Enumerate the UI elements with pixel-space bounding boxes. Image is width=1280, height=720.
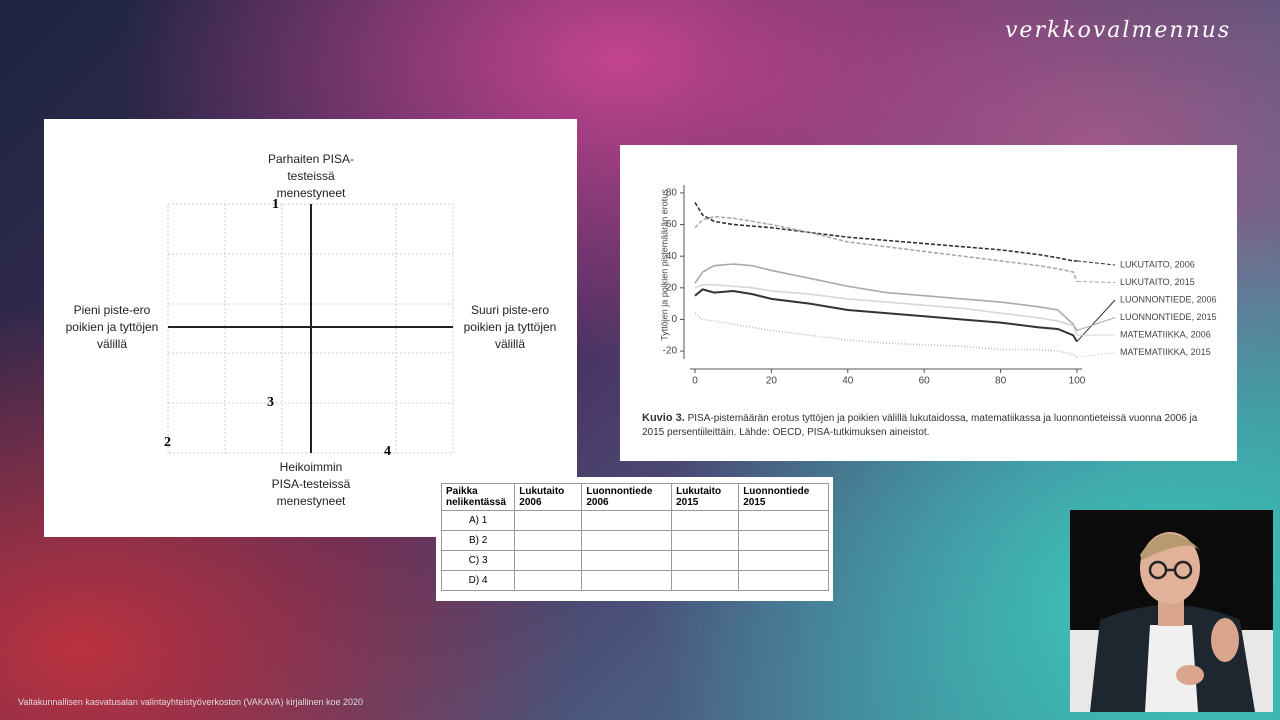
brand: verkkovalmennus — [1005, 18, 1232, 43]
empty-cell — [581, 570, 673, 591]
empty-cell — [514, 570, 583, 591]
empty-cell — [738, 570, 829, 591]
x-tick-label: 20 — [766, 376, 778, 387]
legend-label: MATEMATIIKKA, 2015 — [1120, 347, 1211, 357]
legend-label: LUKUTAITO, 2006 — [1120, 259, 1195, 269]
header-cell: Paikka nelikentässä — [440, 483, 516, 511]
caption-text: PISA-pistemäärän erotus tyttöjen ja poik… — [642, 413, 1198, 438]
y-tick-label: 80 — [666, 188, 678, 199]
chart-panel: Tyttöjen ja poikien pistemäärän erotus -… — [620, 145, 1237, 461]
x-tick-label: 0 — [692, 376, 698, 387]
legend-leader — [1076, 352, 1116, 358]
presenter — [1070, 532, 1273, 712]
table-row: B) 2 — [440, 530, 829, 551]
series-line — [694, 312, 1078, 359]
empty-cell — [671, 550, 740, 571]
table-row: D) 4 — [440, 570, 829, 591]
legend-label: LUONNONTIEDE, 2015 — [1120, 312, 1217, 322]
empty-cell — [738, 550, 829, 571]
quadrant-bottom: Heikoimmin PISA-testeissä menestyneet — [271, 460, 351, 508]
quadrant-top: Parhaiten PISA-testeissä menestyneet — [267, 152, 355, 200]
empty-cell — [671, 570, 740, 591]
header-cell: Luonnontiede 2015 — [738, 483, 829, 511]
quadrant-number: 4 — [384, 444, 391, 459]
quadrant-number: 1 — [272, 197, 279, 212]
series-line — [694, 288, 1078, 343]
y-tick-label: 0 — [671, 314, 677, 325]
quadrant-left: Pieni piste-ero poikien ja tyttöjen väli… — [65, 303, 159, 351]
series-line — [694, 283, 1078, 336]
chart: Tyttöjen ja poikien pistemäärän erotus -… — [659, 185, 1217, 387]
x-tick-label: 80 — [995, 376, 1007, 387]
legend-leader — [1076, 299, 1116, 342]
quadrant-panel: Parhaiten PISA-testeissä menestyneet Pie… — [44, 119, 577, 537]
table-header: Paikka nelikentässä Lukutaito 2006 Luonnon… — [440, 483, 829, 511]
empty-cell — [514, 510, 583, 531]
legend-label: MATEMATIIKKA, 2006 — [1120, 329, 1211, 339]
y-axis-label: Tyttöjen ja poikien pistemäärän erotus — [659, 189, 669, 341]
row-label: C) 3 — [440, 550, 516, 571]
x-tick-label: 40 — [842, 376, 854, 387]
empty-cell — [581, 510, 673, 531]
legend-label: LUONNONTIEDE, 2006 — [1120, 294, 1217, 304]
webcam — [1070, 510, 1273, 712]
row-label: D) 4 — [440, 570, 516, 591]
empty-cell — [671, 510, 740, 531]
empty-cell — [738, 510, 829, 531]
footer: Valtakunnallisen kasvatusalan valintayht… — [18, 697, 364, 707]
table-row: C) 3 — [440, 550, 829, 571]
table-panel: Paikka nelikentässä Lukutaito 2006 Luonnon… — [436, 477, 833, 601]
empty-cell — [671, 530, 740, 551]
x-tick-label: 60 — [919, 376, 931, 387]
caption: Kuvio 3. PISA-pistemäärän erotus tyttöje… — [642, 411, 1222, 440]
x-tick-label: 100 — [1069, 376, 1086, 387]
series-line — [694, 201, 1077, 262]
header-cell: Luonnontiede 2006 — [581, 483, 673, 511]
legend-leader — [1076, 280, 1116, 283]
row-label: B) 2 — [440, 530, 516, 551]
quadrant-grid — [167, 203, 454, 454]
y-tick-label: 20 — [666, 282, 678, 293]
header-cell: Lukutaito 2006 — [514, 483, 583, 511]
series-line — [694, 263, 1078, 331]
empty-cell — [738, 530, 829, 551]
y-tick-label: 60 — [666, 219, 678, 230]
empty-cell — [581, 550, 673, 571]
series-line — [694, 215, 1078, 282]
table-row: A) 1 — [440, 510, 829, 531]
y-tick-label: 40 — [666, 251, 678, 262]
legend-label: LUKUTAITO, 2015 — [1120, 277, 1195, 287]
legend-leader — [1076, 260, 1116, 266]
row-label: A) 1 — [440, 510, 516, 531]
empty-cell — [514, 530, 583, 551]
quadrant-right: Suuri piste-ero poikien ja tyttöjen väli… — [463, 303, 557, 351]
legend-leader — [1076, 317, 1116, 332]
empty-cell — [581, 530, 673, 551]
empty-cell — [514, 550, 583, 571]
caption-label: Kuvio 3. — [642, 412, 685, 424]
quadrant-number: 2 — [164, 435, 171, 450]
header-cell: Lukutaito 2015 — [671, 483, 740, 511]
quadrant-number: 3 — [267, 395, 274, 410]
answer-table: Paikka nelikentässä Lukutaito 2006 Luonnon… — [440, 483, 829, 591]
y-tick-label: -20 — [663, 346, 678, 357]
